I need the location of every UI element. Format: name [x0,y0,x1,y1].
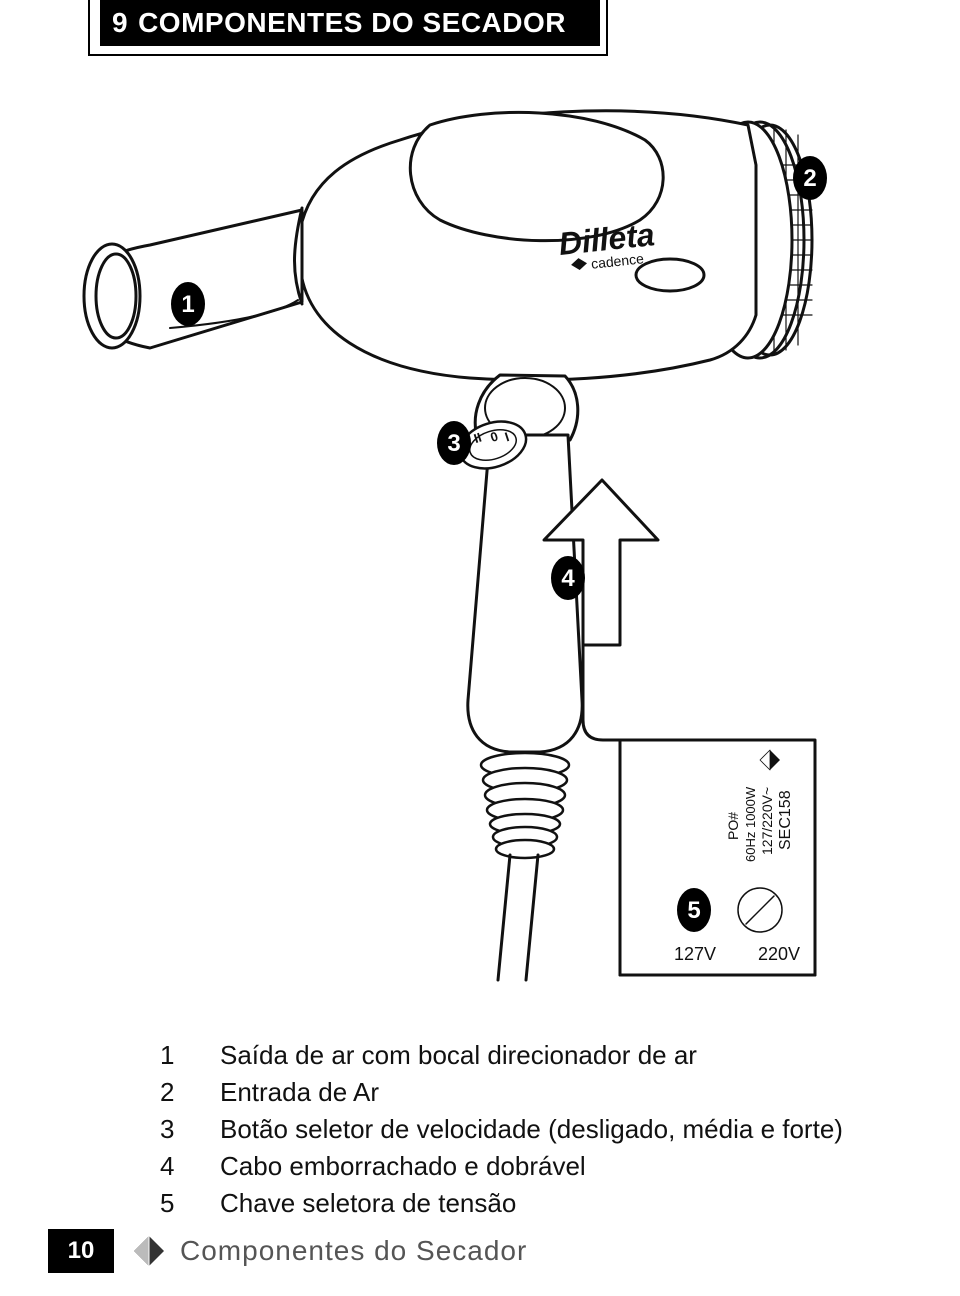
legend-row: 2 Entrada de Ar [160,1077,860,1108]
legend-text: Botão seletor de velocidade (desligado, … [220,1114,843,1145]
legend-num: 1 [160,1040,220,1071]
legend-row: 3 Botão seletor de velocidade (desligado… [160,1114,860,1145]
svg-text:4: 4 [561,565,575,592]
legend-num: 4 [160,1151,220,1182]
plate-line-2: 127/220V~ [759,787,775,855]
brand-diamond-icon [132,1234,166,1268]
air-outlet-nozzle [84,208,302,348]
footer-title: Componentes do Secador [180,1235,527,1267]
product-diagram: SEC158 127/220V~ 60Hz 1000W PO# 127V 220… [70,80,890,1000]
svg-text:2: 2 [803,165,816,192]
page-footer: 10 Componentes do Secador [0,1224,960,1278]
callout-5: 5 [677,888,711,932]
plate-line-1: SEC158 [777,790,794,850]
power-cord [498,855,538,980]
callout-2: 2 [793,156,827,200]
cord-relief [481,753,569,858]
legend-row: 4 Cabo emborrachado e dobrável [160,1151,860,1182]
plate-voltage-right: 220V [758,944,800,964]
callout-1: 1 [171,282,205,326]
legend-num: 5 [160,1188,220,1219]
legend-num: 3 [160,1114,220,1145]
legend-text: Chave seletora de tensão [220,1188,516,1219]
section-number: 9 [112,7,128,39]
svg-text:1: 1 [181,291,194,318]
legend-text: Saída de ar com bocal direcionador de ar [220,1040,697,1071]
plate-line-3: 60Hz 1000W [743,786,758,862]
plate-voltage-left: 127V [674,944,716,964]
component-legend: 1 Saída de ar com bocal direcionador de … [160,1040,860,1225]
legend-text: Cabo emborrachado e dobrável [220,1151,586,1182]
plate-line-4: PO# [725,812,741,840]
callout-4: 4 [551,556,585,600]
svg-text:3: 3 [447,430,460,457]
section-banner: 9 COMPONENTES DO SECADOR [100,0,600,46]
manual-page: 9 COMPONENTES DO SECADOR [0,0,960,1296]
body-button [636,259,704,291]
callout-3: 3 [437,421,471,465]
legend-row: 1 Saída de ar com bocal direcionador de … [160,1040,860,1071]
legend-num: 2 [160,1077,220,1108]
section-title: COMPONENTES DO SECADOR [138,7,566,39]
page-number: 10 [48,1229,114,1273]
legend-text: Entrada de Ar [220,1077,379,1108]
legend-row: 5 Chave seletora de tensão [160,1188,860,1219]
svg-text:5: 5 [687,897,700,924]
